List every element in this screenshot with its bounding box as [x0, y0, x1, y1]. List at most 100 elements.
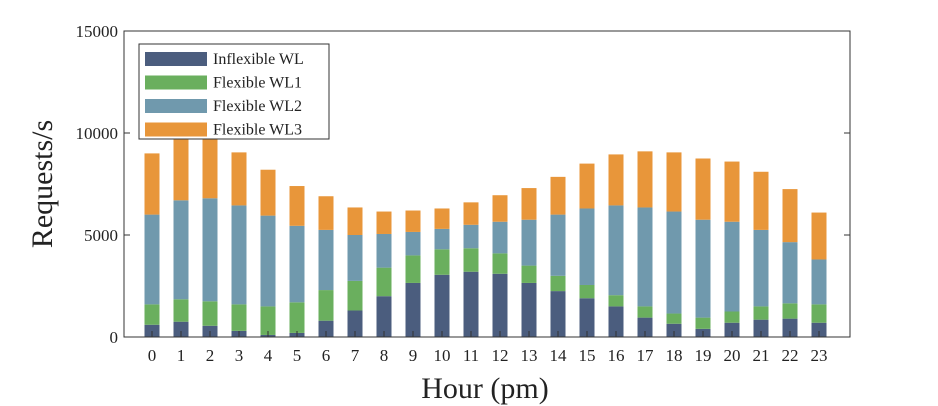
bar-flexible-wl3-hour-23	[811, 212, 827, 260]
bar-inflexible-wl-hour-23	[811, 322, 827, 337]
legend-label-flexible-wl2: Flexible WL2	[213, 98, 302, 115]
bar-flexible-wl1-hour-7	[347, 280, 363, 311]
bar-flexible-wl3-hour-17	[637, 151, 653, 208]
bar-flexible-wl2-hour-6	[318, 229, 334, 291]
bar-flexible-wl2-hour-20	[724, 221, 740, 312]
bar-inflexible-wl-hour-7	[347, 310, 363, 337]
legend-swatch-inflexible-wl	[145, 52, 207, 66]
legend-swatch-flexible-wl1	[145, 75, 207, 90]
x-tick-label: 17	[637, 346, 655, 365]
bar-flexible-wl1-hour-22	[782, 303, 798, 319]
y-axis-ticks: 0 5000 10000 15000	[76, 22, 850, 347]
y-tick-label: 5000	[84, 226, 118, 245]
bar-flexible-wl1-hour-10	[434, 249, 450, 275]
bar-flexible-wl3-hour-15	[579, 163, 595, 209]
bar-inflexible-wl-hour-12	[492, 273, 508, 337]
bar-inflexible-wl-hour-20	[724, 322, 740, 337]
bar-flexible-wl3-hour-11	[463, 202, 479, 225]
bar-inflexible-wl-hour-11	[463, 271, 479, 337]
bar-flexible-wl2-hour-7	[347, 235, 363, 281]
bar-flexible-wl3-hour-22	[782, 189, 798, 243]
x-tick-label: 16	[608, 346, 625, 365]
x-tick-label: 4	[264, 346, 273, 365]
bar-flexible-wl3-hour-3	[231, 152, 247, 206]
x-tick-label: 12	[492, 346, 509, 365]
bar-flexible-wl2-hour-17	[637, 207, 653, 307]
bar-flexible-wl2-hour-16	[608, 205, 624, 296]
bar-flexible-wl1-hour-1	[173, 299, 189, 322]
legend-swatch-flexible-wl3	[145, 122, 207, 137]
bar-flexible-wl3-hour-4	[260, 169, 276, 216]
bar-flexible-wl1-hour-6	[318, 290, 334, 321]
plot-frame	[123, 30, 851, 338]
bar-flexible-wl1-hour-9	[405, 255, 421, 283]
bar-flexible-wl3-hour-5	[289, 186, 305, 226]
bar-flexible-wl1-hour-17	[637, 306, 653, 318]
bar-flexible-wl1-hour-12	[492, 253, 508, 274]
bar-flexible-wl1-hour-15	[579, 284, 595, 299]
bar-flexible-wl1-hour-11	[463, 248, 479, 272]
legend-swatch-flexible-wl2	[145, 99, 207, 113]
bar-inflexible-wl-hour-0	[144, 324, 160, 337]
bar-flexible-wl2-hour-0	[144, 214, 160, 305]
bar-flexible-wl2-hour-22	[782, 242, 798, 304]
bar-inflexible-wl-hour-9	[405, 282, 421, 337]
bar-flexible-wl2-hour-18	[666, 211, 682, 314]
bars-group	[144, 138, 827, 337]
bar-flexible-wl3-hour-1	[173, 139, 189, 201]
bar-flexible-wl2-hour-19	[695, 219, 711, 318]
bar-flexible-wl1-hour-8	[376, 267, 392, 297]
bar-flexible-wl1-hour-0	[144, 304, 160, 325]
legend-label-flexible-wl1: Flexible WL1	[213, 75, 302, 92]
x-tick-label: 20	[724, 346, 741, 365]
bar-flexible-wl2-hour-5	[289, 225, 305, 303]
x-tick-label: 0	[148, 346, 157, 365]
bar-flexible-wl1-hour-19	[695, 317, 711, 329]
x-tick-label: 10	[434, 346, 451, 365]
x-tick-label: 11	[463, 346, 479, 365]
bar-flexible-wl2-hour-2	[202, 198, 218, 302]
bar-flexible-wl3-hour-16	[608, 154, 624, 206]
bar-flexible-wl1-hour-4	[260, 306, 276, 335]
x-tick-label: 23	[811, 346, 828, 365]
x-axis-title: Hour (pm)	[421, 372, 548, 405]
bar-flexible-wl1-hour-16	[608, 295, 624, 307]
bar-flexible-wl3-hour-18	[666, 152, 682, 212]
bar-flexible-wl2-hour-12	[492, 221, 508, 254]
bar-flexible-wl3-hour-20	[724, 161, 740, 222]
y-tick-label: 15000	[76, 22, 119, 41]
x-tick-label: 5	[293, 346, 302, 365]
bar-flexible-wl3-hour-10	[434, 208, 450, 229]
x-tick-label: 18	[666, 346, 683, 365]
bar-flexible-wl2-hour-9	[405, 231, 421, 256]
bar-flexible-wl2-hour-21	[753, 229, 769, 307]
bar-flexible-wl1-hour-23	[811, 304, 827, 323]
bar-flexible-wl2-hour-4	[260, 215, 276, 307]
x-axis-ticks: 0 1 2 3 4 5 6 7 8 9 10 11 12 13 14 15 16 17 18 19 20 21 22 23	[148, 331, 828, 365]
bar-inflexible-wl-hour-10	[434, 274, 450, 337]
bar-flexible-wl2-hour-14	[550, 214, 566, 276]
bar-inflexible-wl-hour-13	[521, 282, 537, 337]
bar-flexible-wl3-hour-0	[144, 153, 160, 215]
bar-flexible-wl2-hour-23	[811, 259, 827, 305]
bar-flexible-wl3-hour-6	[318, 196, 334, 230]
bar-flexible-wl2-hour-13	[521, 219, 537, 266]
bar-flexible-wl3-hour-9	[405, 210, 421, 232]
bar-flexible-wl1-hour-18	[666, 313, 682, 324]
y-axis-title: Requests/s	[26, 120, 59, 248]
bar-flexible-wl3-hour-14	[550, 176, 566, 215]
bar-inflexible-wl-hour-8	[376, 296, 392, 337]
bar-inflexible-wl-hour-17	[637, 317, 653, 337]
bar-flexible-wl2-hour-1	[173, 200, 189, 300]
x-tick-label: 7	[351, 346, 360, 365]
bar-flexible-wl1-hour-20	[724, 311, 740, 323]
bar-inflexible-wl-hour-14	[550, 291, 566, 337]
bar-flexible-wl3-hour-19	[695, 158, 711, 220]
x-tick-label: 13	[521, 346, 538, 365]
bar-flexible-wl2-hour-11	[463, 224, 479, 249]
bar-inflexible-wl-hour-15	[579, 298, 595, 337]
bar-inflexible-wl-hour-1	[173, 321, 189, 337]
bar-flexible-wl1-hour-2	[202, 301, 218, 326]
bar-flexible-wl3-hour-12	[492, 195, 508, 222]
y-tick-label: 0	[110, 328, 119, 347]
